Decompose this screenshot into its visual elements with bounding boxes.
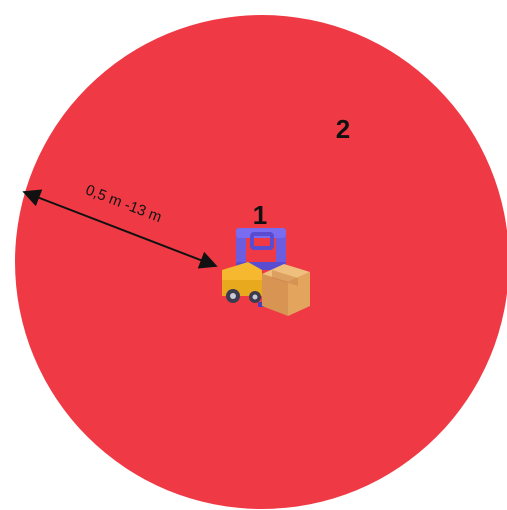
cardboard-box-icon [262, 264, 310, 316]
zone-2-label: 2 [336, 114, 350, 144]
double-arrow-icon [22, 189, 218, 269]
zone-1-label: 1 [253, 200, 267, 230]
